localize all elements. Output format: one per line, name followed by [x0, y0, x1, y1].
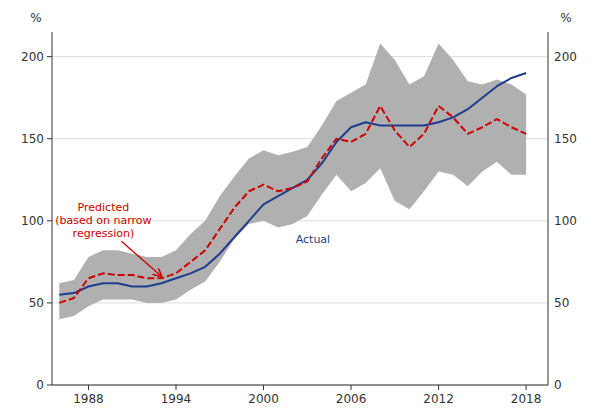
y2-tick-label: 0	[554, 378, 562, 392]
y-tick-label: 200	[21, 50, 44, 64]
grid-line	[52, 302, 548, 303]
y-tick	[47, 385, 52, 386]
y2-tick-label: 50	[554, 296, 569, 310]
y-tick-label: 50	[29, 296, 44, 310]
plot-area	[59, 43, 526, 319]
y2-tick-label: 150	[554, 132, 577, 146]
y-tick	[47, 302, 52, 303]
x-axis-line	[52, 385, 548, 386]
annotation-line: Predicted	[78, 201, 130, 214]
y2-axis-line	[548, 32, 549, 385]
y2-tick-label: 200	[554, 50, 577, 64]
grid-line	[52, 56, 548, 57]
y-axis-label: %	[30, 11, 41, 25]
annotation-actual: Actual	[296, 233, 330, 246]
annotation-line: regression)	[73, 227, 135, 240]
axes: 1988199420002006201220180501001502000501…	[21, 32, 577, 406]
y-tick	[47, 220, 52, 221]
y-tick-label: 0	[36, 378, 44, 392]
x-tick-label: 1994	[161, 392, 192, 406]
grid-line	[52, 385, 548, 386]
annotation-arrow	[121, 241, 161, 276]
y2-tick-label: 100	[554, 214, 577, 228]
x-tick	[351, 385, 352, 390]
x-tick	[88, 385, 89, 390]
series-line	[59, 106, 526, 303]
annotations: Predicted(based on narrowregression) Actu…	[55, 201, 330, 276]
x-tick-label: 2018	[511, 392, 542, 406]
y2-axis-label: %	[560, 11, 571, 25]
confidence-band	[59, 43, 526, 319]
x-tick-label: 2006	[336, 392, 367, 406]
x-tick-label: 2000	[248, 392, 279, 406]
x-tick-label: 2012	[423, 392, 454, 406]
y-tick-label: 100	[21, 214, 44, 228]
annotation-line: (based on narrow	[55, 214, 151, 227]
y-tick-label: 150	[21, 132, 44, 146]
y-axis-line	[52, 32, 53, 385]
chart: 1988199420002006201220180501001502000501…	[0, 0, 600, 417]
x-tick	[526, 385, 527, 390]
x-tick	[176, 385, 177, 390]
x-tick	[438, 385, 439, 390]
annotation-predicted: Predicted(based on narrowregression)	[55, 201, 151, 240]
series-line	[59, 73, 526, 295]
y-tick	[47, 56, 52, 57]
x-tick-label: 1988	[73, 392, 104, 406]
y-tick	[47, 138, 52, 139]
x-tick	[263, 385, 264, 390]
